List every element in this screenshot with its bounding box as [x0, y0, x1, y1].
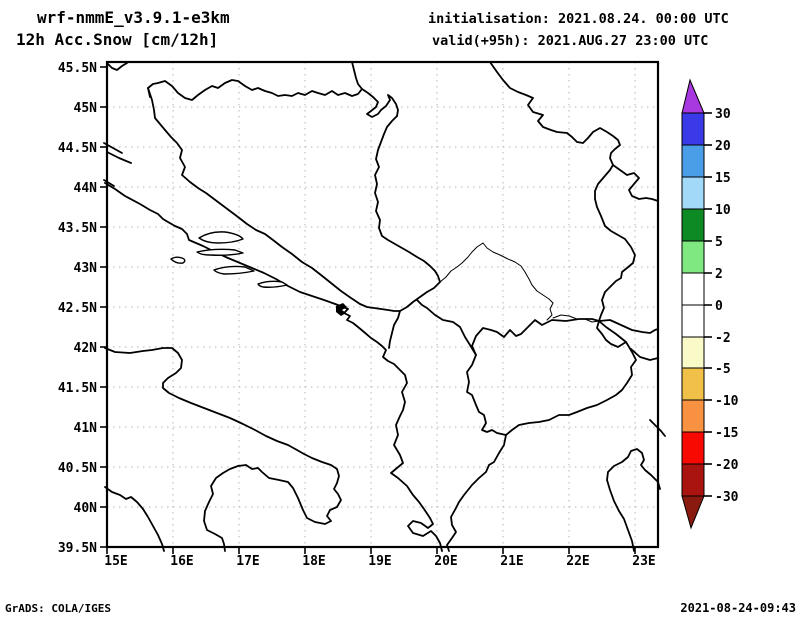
colorbar-label: 20 — [715, 139, 731, 154]
y-tick-label: 45.5N — [58, 61, 97, 76]
map-geography — [103, 61, 666, 552]
product-title: 12h Acc.Snow [cm/12h] — [16, 30, 218, 49]
colorbar-label: 30 — [715, 107, 731, 122]
y-tick-label: 43.5N — [58, 221, 97, 236]
colorbar-label: 0 — [715, 299, 723, 314]
x-tick-label: 22E — [566, 554, 589, 569]
x-tick-label: 18E — [302, 554, 325, 569]
axis-ticks — [100, 66, 636, 554]
border-macedonia — [466, 318, 637, 436]
border-top-left-dip — [106, 62, 128, 71]
y-tick-label: 40N — [74, 501, 98, 516]
x-tick-label: 21E — [500, 554, 523, 569]
colorbar-label: -15 — [715, 426, 738, 441]
x-tick-label: 23E — [632, 554, 655, 569]
border-kosovo — [439, 242, 554, 321]
grads-credit: GrADS: COLA/IGES — [5, 602, 111, 615]
colorbar-segment — [681, 176, 705, 210]
y-tick-label: 44.5N — [58, 141, 97, 156]
border-bulgaria-east — [598, 319, 659, 334]
colorbar-segment — [681, 463, 705, 497]
kotor-bay — [336, 303, 347, 316]
y-tick-label: 39.5N — [58, 541, 97, 556]
y-tick-label: 44N — [74, 181, 98, 196]
border-danube-serbia — [489, 61, 659, 202]
y-tick-label: 43N — [74, 261, 98, 276]
border-drina — [374, 115, 441, 349]
y-tick-label: 41N — [74, 421, 98, 436]
colorbar-segment — [681, 336, 705, 369]
model-title: wrf-nmmE_v3.9.1-e3km — [37, 8, 230, 27]
border-bulgaria-macedonia-link — [596, 320, 627, 348]
x-axis-labels: 15E 16E 17E 18E 19E 20E 21E 22E 23E — [104, 554, 655, 569]
x-tick-label: 17E — [236, 554, 259, 569]
colorbar-segment — [681, 431, 705, 465]
colorbar-segment — [681, 304, 705, 338]
border-bosnia-west — [147, 87, 361, 305]
coastline-italy — [104, 347, 342, 552]
border-danube-croatia — [351, 61, 399, 118]
x-tick-label: 19E — [368, 554, 391, 569]
y-tick-label: 42.5N — [58, 301, 97, 316]
y-axis-labels: 45.5N 45N 44.5N 44N 43.5N 43N 42.5N 42N … — [58, 61, 97, 556]
border-sava — [147, 79, 363, 101]
colorbar-segment — [681, 272, 705, 306]
coastline-aegean — [606, 448, 661, 552]
colorbar-label: -2 — [715, 331, 731, 346]
x-tick-label: 15E — [104, 554, 127, 569]
x-tick-label: 16E — [170, 554, 193, 569]
colorbar-segment — [681, 240, 705, 274]
colorbar-segment — [681, 144, 705, 178]
colorbar-segment — [681, 399, 705, 433]
init-time-label: initialisation: 2021.08.24. 00:00 UTC — [428, 11, 729, 27]
border-bosnia-montenegro — [359, 303, 401, 312]
y-tick-label: 41.5N — [58, 381, 97, 396]
colorbar-arrow-top — [681, 78, 705, 114]
colorbar-arrow-bottom — [681, 495, 705, 530]
colorbar-label: 5 — [715, 235, 723, 250]
border-serbia-bulgaria — [594, 164, 636, 322]
border-kosovo-albania — [416, 299, 477, 356]
y-tick-label: 40.5N — [58, 461, 97, 476]
colorbar-label: -20 — [715, 458, 739, 473]
colorbar-segment — [681, 367, 705, 401]
colorbar-label: -5 — [715, 362, 731, 377]
creation-timestamp: 2021-08-24-09:43 — [680, 601, 796, 615]
colorbar-segment — [681, 112, 705, 146]
border-greece-albania — [446, 434, 507, 552]
colorbar-ticks — [704, 112, 712, 497]
colorbar-label: -10 — [715, 394, 739, 409]
coastline-calabria — [104, 486, 165, 552]
graticule — [107, 62, 658, 547]
y-tick-label: 45N — [74, 101, 98, 116]
x-tick-label: 20E — [434, 554, 457, 569]
dalmatian-islands — [103, 142, 288, 288]
colorbar-labels: 30 20 15 10 5 2 0 -2 -5 -10 -15 -20 -30 — [715, 107, 739, 505]
map-frame — [105, 60, 660, 549]
colorbar-label: 15 — [715, 171, 731, 186]
colorbar-label: 2 — [715, 267, 723, 282]
y-tick-label: 42N — [74, 341, 98, 356]
coastline-adriatic-east — [104, 182, 443, 552]
colorbar: 30 20 15 10 5 2 0 -2 -5 -10 -15 -20 -30 — [681, 78, 739, 530]
colorbar-label: 10 — [715, 203, 731, 218]
colorbar-segment — [681, 208, 705, 242]
colorbar-label: -30 — [715, 490, 739, 505]
border-macedonia-bulgaria-east — [630, 348, 659, 361]
valid-time-label: valid(+95h): 2021.AUG.27 23:00 UTC — [432, 33, 708, 49]
